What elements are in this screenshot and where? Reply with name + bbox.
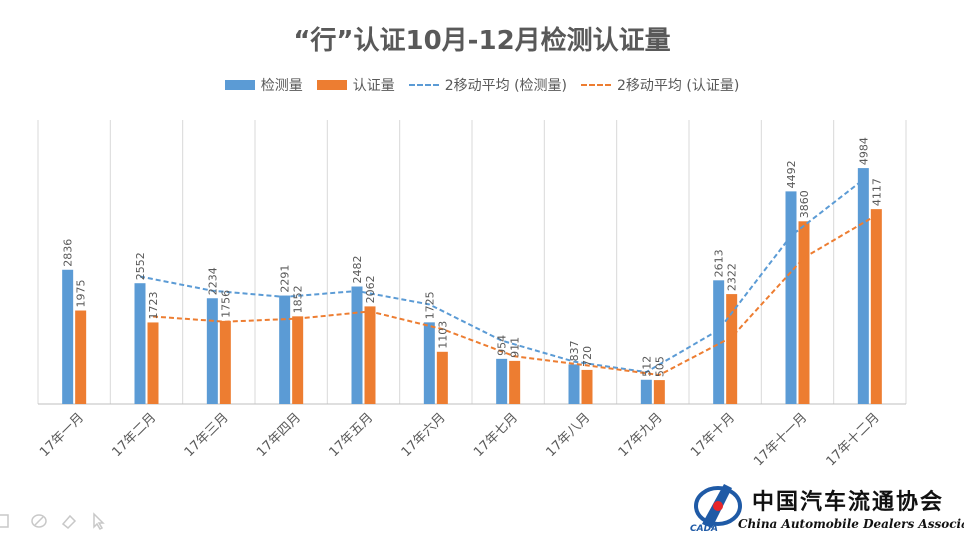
data-label-inspection: 2613 [713, 249, 726, 277]
legend-item-certification: 认证量 [316, 75, 395, 95]
data-label-inspection: 2482 [351, 256, 364, 284]
data-label-inspection: 2836 [62, 239, 75, 267]
legend: 检测量 认证量 2移动平均 (检测量) 2移动平均 (认证量) [0, 74, 964, 96]
ma-line-inspection [139, 178, 864, 374]
logo-english-name: China Automobile Dealers Association [738, 517, 964, 531]
data-label-certification: 911 [509, 337, 522, 358]
data-label-certification: 1103 [436, 321, 449, 349]
logo-abbreviation: CADA [690, 524, 719, 534]
bar-certification [292, 316, 304, 404]
legend-label-inspection: 检测量 [260, 78, 303, 94]
legend-swatch-ma-inspection [408, 84, 439, 86]
data-label-certification: 4117 [870, 178, 883, 206]
bar-inspection [206, 298, 218, 404]
data-label-inspection: 1725 [423, 291, 436, 319]
data-label-certification: 1975 [75, 280, 88, 308]
x-tick-label: 17年一月 [37, 410, 87, 460]
x-tick-label: 17年十二月 [824, 410, 883, 469]
legend-swatch-ma-certification [581, 84, 611, 86]
x-tick-label: 17年五月 [326, 410, 376, 460]
bar-inspection [713, 280, 725, 404]
pointer-icon[interactable] [90, 512, 108, 530]
ma-line-certification [152, 214, 877, 377]
data-label-certification: 3860 [798, 190, 811, 218]
bar-certification [436, 351, 448, 404]
bar-certification [870, 209, 882, 404]
data-label-inspection: 954 [496, 335, 509, 356]
bar-certification [798, 221, 810, 404]
bar-inspection [857, 168, 869, 404]
legend-label-ma-certification: 2移动平均 (认证量) [617, 78, 740, 94]
legend-item-ma-inspection: 2移动平均 (检测量) [408, 75, 567, 95]
bar-certification [147, 322, 159, 404]
x-tick-label: 17年六月 [399, 410, 449, 460]
bar-certification [653, 380, 665, 404]
data-label-certification: 1723 [147, 291, 160, 319]
data-label-inspection: 4492 [785, 160, 798, 188]
bar-inspection [279, 295, 291, 404]
data-label-inspection: 2291 [279, 265, 292, 293]
bar-certification [219, 320, 231, 404]
data-label-inspection: 2234 [206, 267, 219, 295]
grid-icon[interactable] [0, 512, 18, 530]
legend-swatch-inspection [224, 80, 255, 90]
data-label-inspection: 2552 [134, 252, 147, 280]
bar-inspection [785, 191, 797, 404]
legend-swatch-certification [316, 80, 347, 90]
bar-inspection [423, 322, 435, 404]
bar-inspection [640, 379, 652, 404]
bar-certification [364, 306, 376, 404]
bar-inspection [62, 269, 74, 404]
chart-title: “行”认证10月-12月检测认证量 [293, 26, 671, 56]
x-tick-label: 17年二月 [109, 410, 159, 460]
x-tick-label: 17年十月 [688, 410, 738, 460]
data-label-inspection: 512 [640, 356, 653, 377]
x-tick-label: 17年十一月 [751, 410, 810, 469]
bar-certification [509, 360, 521, 404]
bar-certification [726, 294, 738, 404]
legend-item-ma-certification: 2移动平均 (认证量) [581, 75, 739, 95]
legend-label-certification: 认证量 [352, 78, 395, 94]
x-tick-label: 17年三月 [182, 410, 232, 460]
data-label-certification: 505 [653, 356, 666, 377]
bar-inspection [496, 358, 508, 404]
x-tick-label: 17年七月 [471, 410, 521, 460]
x-tick-label: 17年九月 [616, 410, 666, 460]
data-label-certification: 1756 [219, 290, 232, 318]
legend-item-inspection: 检测量 [224, 75, 303, 95]
bar-certification [581, 369, 593, 404]
bar-inspection [134, 283, 146, 404]
data-label-certification: 2322 [726, 263, 739, 291]
bar-inspection [351, 286, 363, 404]
data-label-certification: 2062 [364, 275, 377, 303]
data-label-inspection: 837 [568, 340, 581, 361]
data-label-inspection: 4984 [857, 137, 870, 165]
cada-logo [694, 484, 742, 528]
bar-certification [75, 310, 87, 404]
slide-toolbar [0, 512, 108, 530]
pen-icon[interactable] [30, 512, 48, 530]
x-tick-label: 17年八月 [543, 410, 593, 460]
data-label-certification: 1852 [292, 285, 305, 313]
x-tick-label: 17年四月 [254, 410, 304, 460]
eraser-icon[interactable] [60, 512, 78, 530]
bar-inspection [568, 364, 580, 404]
data-label-certification: 720 [581, 346, 594, 367]
legend-label-ma-inspection: 2移动平均 (检测量) [444, 78, 567, 94]
logo-chinese-name: 中国汽车流通协会 [752, 489, 945, 515]
